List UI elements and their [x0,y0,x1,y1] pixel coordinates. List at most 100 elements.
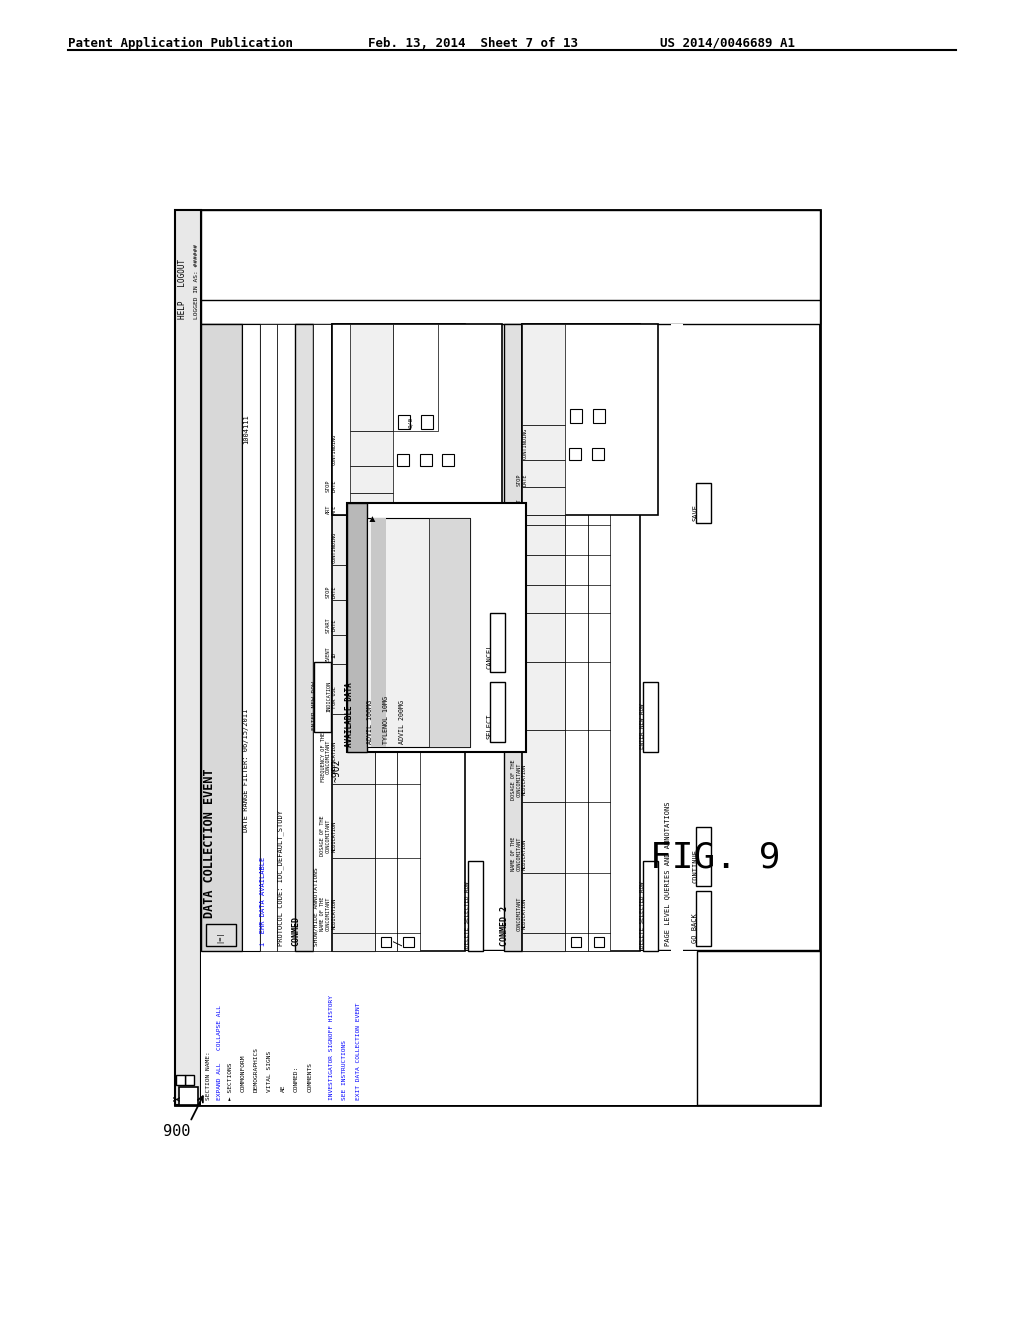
Text: EXIT DATA COLLECTION EVENT: EXIT DATA COLLECTION EVENT [356,1002,361,1100]
Bar [313,325,332,950]
Text: INVESTIGATOR SIGNOFF HISTORY: INVESTIGATOR SIGNOFF HISTORY [329,995,334,1100]
Bar [368,519,470,747]
Bar [522,325,658,515]
Bar [201,950,820,1105]
Bar [201,210,820,325]
Text: ART
ATE: ART ATE [326,506,337,515]
Text: DOSAGE OF THE
CONCOMITANT
MEDICATION: DOSAGE OF THE CONCOMITANT MEDICATION [321,816,337,857]
Text: STOP
DATE: STOP DATE [516,474,527,487]
Text: STOP
DATE: STOP DATE [516,541,527,553]
Bar [429,519,470,747]
Text: /: / [393,939,403,946]
Bar [403,937,414,946]
Text: EVENT
ID: EVENT ID [326,647,337,663]
Bar [588,325,610,950]
Bar [421,414,433,429]
Text: 1004111: 1004111 [243,414,249,444]
Text: VITAL SIGNS: VITAL SIGNS [267,1051,272,1092]
Bar [522,425,565,459]
Bar [332,635,375,664]
Bar [397,325,420,950]
Text: COLLAPSE ALL: COLLAPSE ALL [217,1006,222,1051]
Bar [375,325,397,950]
Text: COMMONFORM: COMMONFORM [241,1055,246,1092]
Bar [206,924,237,946]
Bar [569,447,582,459]
Bar [332,714,375,784]
Text: START
DATE: START DATE [516,568,527,583]
Bar [504,325,522,950]
Bar [295,325,313,950]
Text: DELETE SELECTED ROW: DELETE SELECTED ROW [465,882,470,948]
Bar [398,414,411,429]
Text: ENTER NEW ROW: ENTER NEW ROW [640,704,645,748]
Bar [490,682,505,742]
Bar [522,487,565,515]
Text: DATA COLLECTION EVENT: DATA COLLECTION EVENT [203,768,216,917]
Text: US 2014/0046689 A1: US 2014/0046689 A1 [660,37,795,50]
Text: X: X [174,1096,183,1101]
Bar [565,325,588,950]
Bar [347,503,526,752]
Bar [522,730,565,801]
Text: ► SECTIONS: ► SECTIONS [228,1063,233,1100]
Bar [332,325,502,515]
Bar [522,585,565,612]
Bar [522,459,565,487]
Bar [350,430,393,466]
Text: GO BACK: GO BACK [692,913,698,942]
Text: EXPAND ALL: EXPAND ALL [217,1063,222,1100]
Bar [522,325,565,950]
Text: ~902: ~902 [332,758,342,781]
Text: Patent Application Publication: Patent Application Publication [68,37,293,50]
Text: CONMED 2: CONMED 2 [500,906,509,946]
Text: CONMED: CONMED [291,916,300,946]
Bar [522,612,565,663]
Bar [176,1076,185,1085]
Text: CONCOMITANT
MEDICATION: CONCOMITANT MEDICATION [516,896,527,931]
Bar [332,664,375,714]
Text: COMMENTS: COMMENTS [307,1063,312,1092]
Bar [592,447,604,459]
Text: AVAILABLE DATA: AVAILABLE DATA [345,682,354,747]
Bar [697,950,820,1105]
Bar [332,565,375,599]
Text: ▶: ▶ [368,515,378,521]
Bar [696,483,712,523]
Bar [242,325,260,950]
Text: DEMOGRAPHICS: DEMOGRAPHICS [254,1047,259,1092]
Text: LOGGED IN AS: ######: LOGGED IN AS: ###### [194,244,199,319]
Bar [594,937,604,946]
Bar [201,325,242,950]
Text: DOSAGE OF THE
CONCOMITANT
MEDICATION: DOSAGE OF THE CONCOMITANT MEDICATION [511,759,527,800]
Text: CANCEL: CANCEL [486,644,493,669]
Text: CONTINUING: CONTINUING [332,433,337,465]
Bar [260,325,278,950]
Bar [332,325,465,950]
Bar [522,325,565,425]
Bar [522,933,565,950]
Text: SEE INSTRUCTIONS: SEE INSTRUCTIONS [342,1040,347,1100]
Bar [696,826,712,886]
Text: INDICATION
FOR USE: INDICATION FOR USE [326,681,337,713]
Bar [522,663,565,730]
Bar [643,682,658,752]
Bar [593,409,605,422]
Bar [570,409,583,422]
Text: INDICATION
FOR USE: INDICATION FOR USE [516,630,527,660]
Bar [350,325,393,430]
Text: NAME OF THE
CONCOMITANT
MEDICATION: NAME OF THE CONCOMITANT MEDICATION [321,896,337,931]
Text: CONTINUING: CONTINUING [332,532,337,564]
Bar [350,494,393,515]
Bar [442,454,455,466]
Text: |=|: |=| [216,931,223,942]
Bar [571,937,582,946]
Text: CONTINUING: CONTINUING [522,428,527,458]
Text: NAME OF THE
CONCOMITANT
MEDICATION: NAME OF THE CONCOMITANT MEDICATION [511,837,527,871]
Text: PROTOCOL CODE: IDC_DEFAULT_STUDY: PROTOCOL CODE: IDC_DEFAULT_STUDY [276,810,284,946]
Bar [696,891,712,946]
Text: HELP   LOGOUT: HELP LOGOUT [178,259,187,319]
Text: CONMED:: CONMED: [294,1065,299,1092]
Text: ADVIL 100MG: ADVIL 100MG [367,700,373,744]
Bar [332,933,375,950]
